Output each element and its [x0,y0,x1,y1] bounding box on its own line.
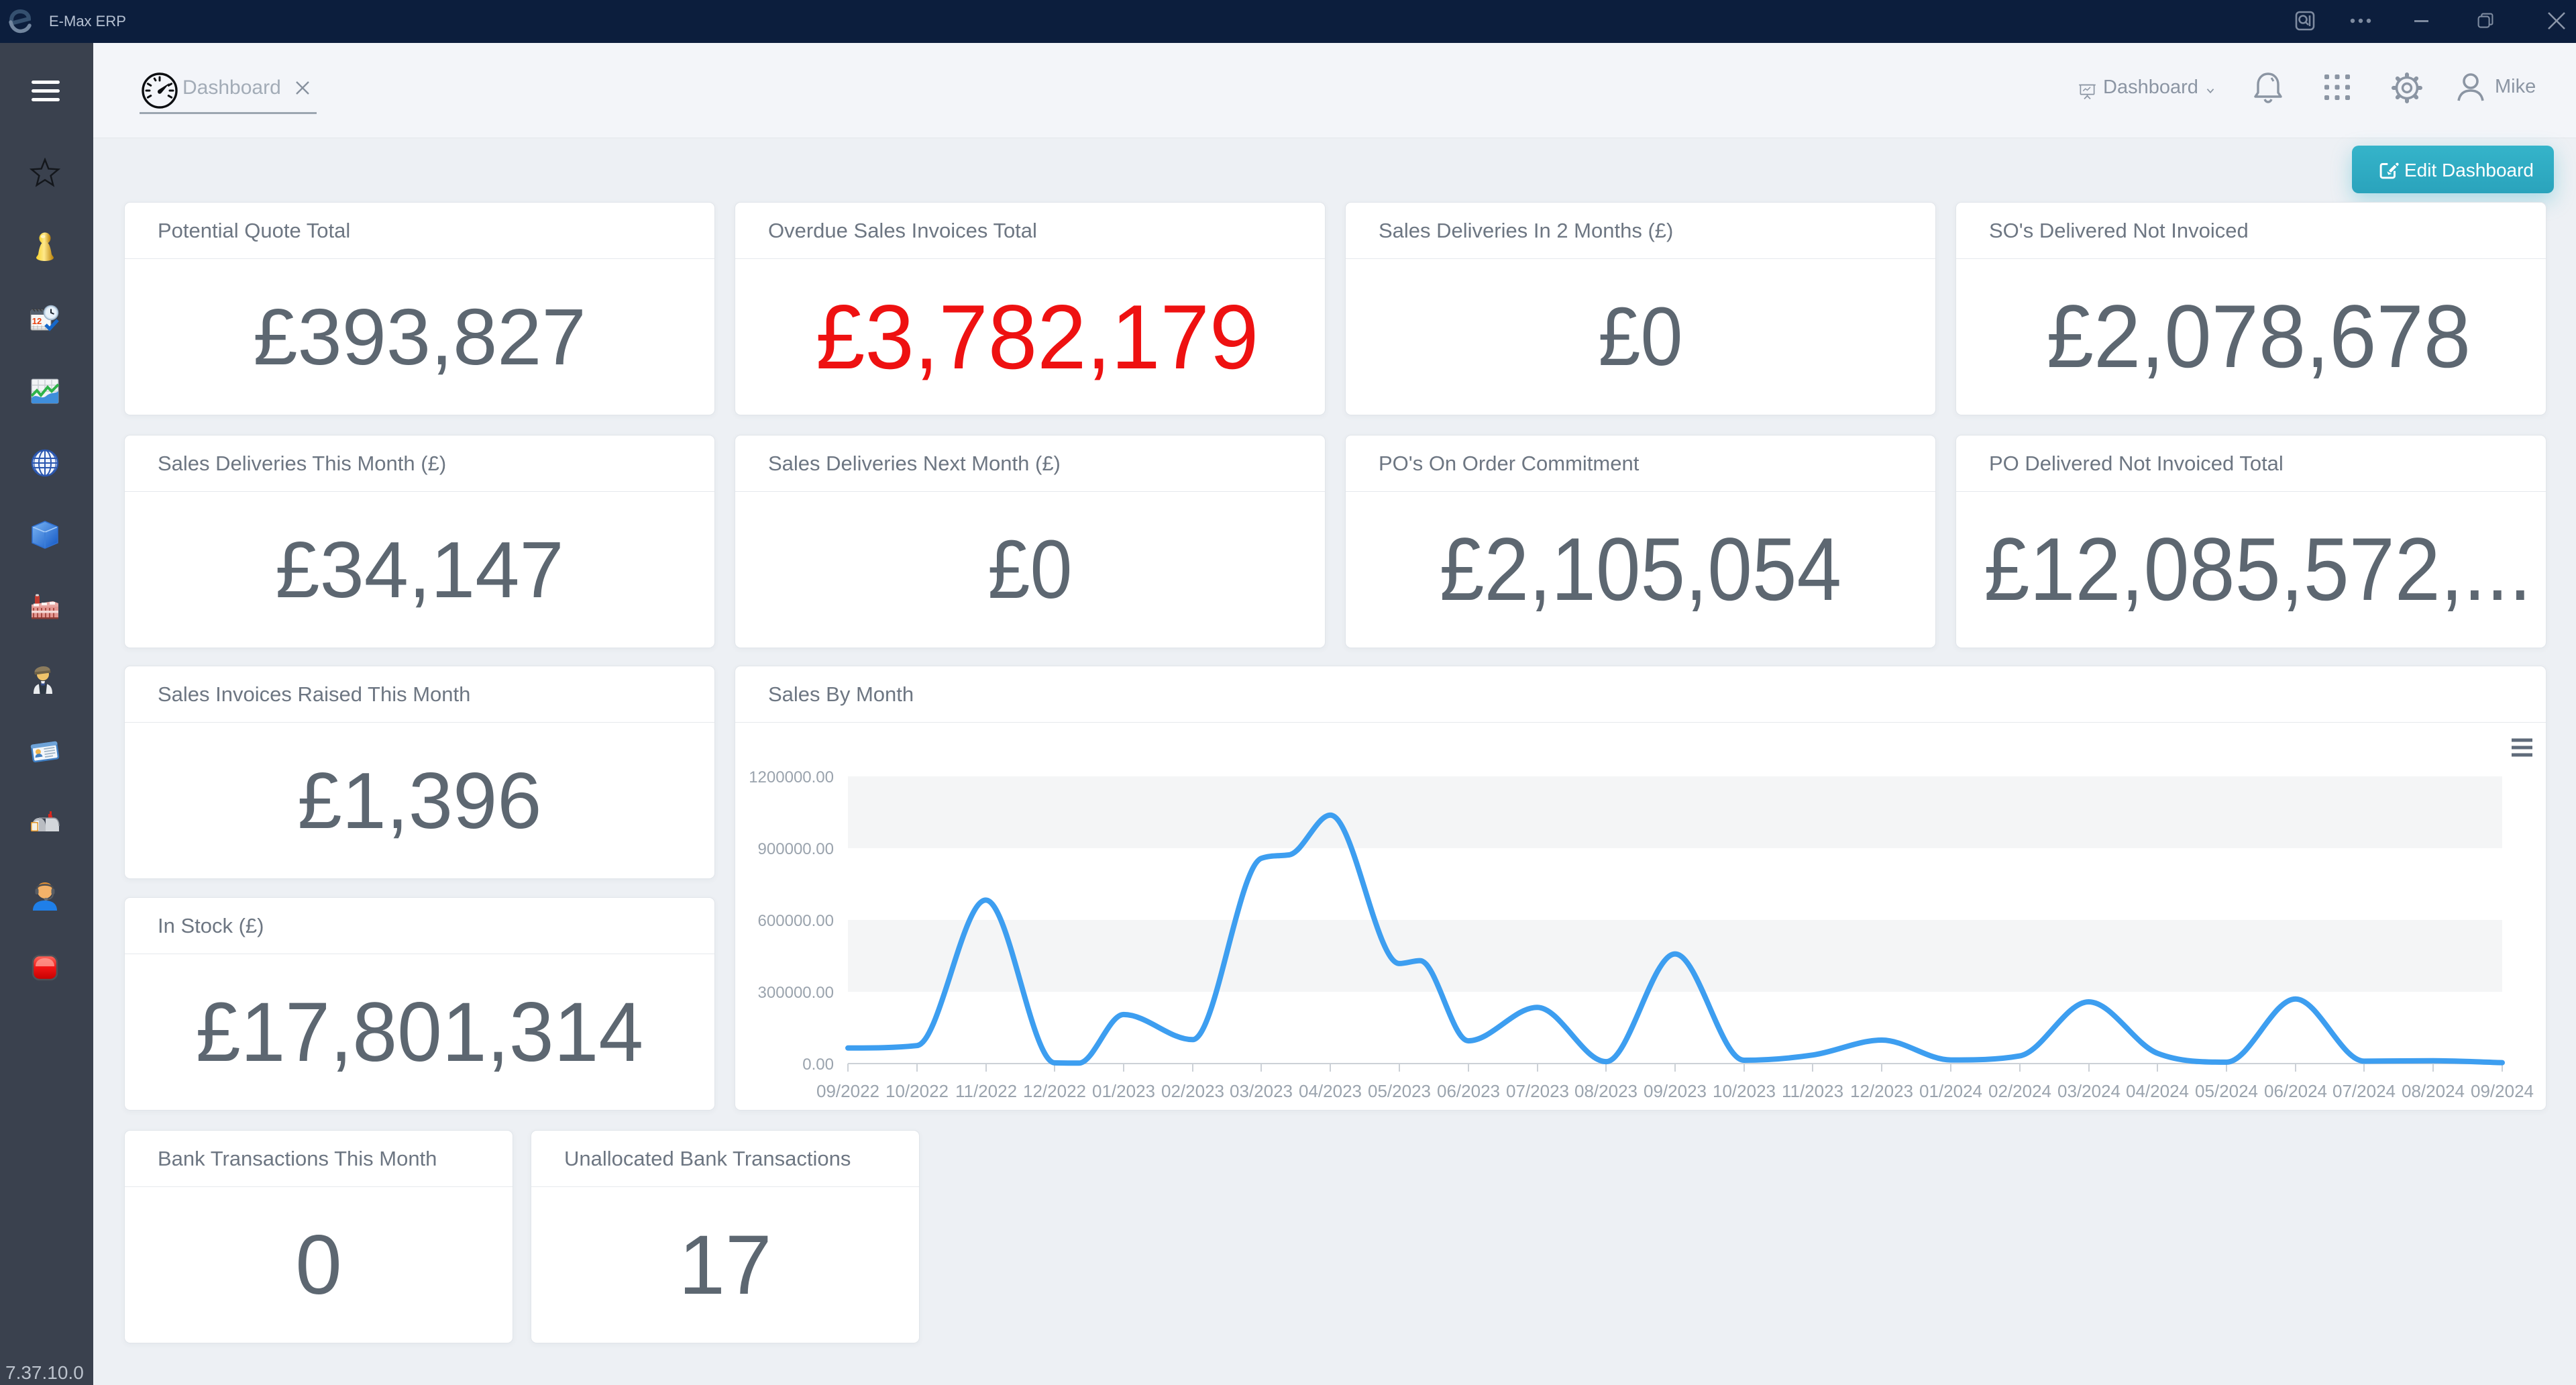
svg-text:08/2024: 08/2024 [2402,1081,2465,1101]
svg-text:01/2024: 01/2024 [1919,1081,1982,1101]
svg-text:01/2023: 01/2023 [1092,1081,1155,1101]
svg-text:03/2024: 03/2024 [2057,1081,2121,1101]
svg-text:05/2023: 05/2023 [1368,1081,1431,1101]
svg-text:09/2022: 09/2022 [816,1081,879,1101]
svg-text:07/2024: 07/2024 [2332,1081,2396,1101]
svg-text:02/2023: 02/2023 [1161,1081,1224,1101]
svg-text:900000.00: 900000.00 [758,840,834,858]
svg-text:06/2024: 06/2024 [2264,1081,2327,1101]
svg-text:12/2022: 12/2022 [1023,1081,1086,1101]
svg-text:12: 12 [32,316,42,326]
svg-text:12/2023: 12/2023 [1850,1081,1913,1101]
svg-text:09/2023: 09/2023 [1644,1081,1707,1101]
svg-text:02/2024: 02/2024 [1988,1081,2051,1101]
svg-text:11/2022: 11/2022 [955,1081,1017,1101]
svg-text:07/2023: 07/2023 [1506,1081,1569,1101]
svg-text:04/2024: 04/2024 [2126,1081,2189,1101]
svg-text:08/2023: 08/2023 [1574,1081,1638,1101]
svg-text:05/2024: 05/2024 [2195,1081,2258,1101]
svg-text:0.00: 0.00 [802,1056,834,1074]
svg-text:10/2023: 10/2023 [1713,1081,1776,1101]
svg-text:06/2023: 06/2023 [1437,1081,1500,1101]
svg-text:300000.00: 300000.00 [758,984,834,1002]
svg-text:600000.00: 600000.00 [758,912,834,930]
svg-text:11/2023: 11/2023 [1782,1081,1843,1101]
svg-text:04/2023: 04/2023 [1299,1081,1362,1101]
svg-text:1200000.00: 1200000.00 [749,768,834,786]
svg-text:03/2023: 03/2023 [1230,1081,1293,1101]
svg-text:09/2024: 09/2024 [2471,1081,2534,1101]
svg-text:10/2022: 10/2022 [885,1081,949,1101]
